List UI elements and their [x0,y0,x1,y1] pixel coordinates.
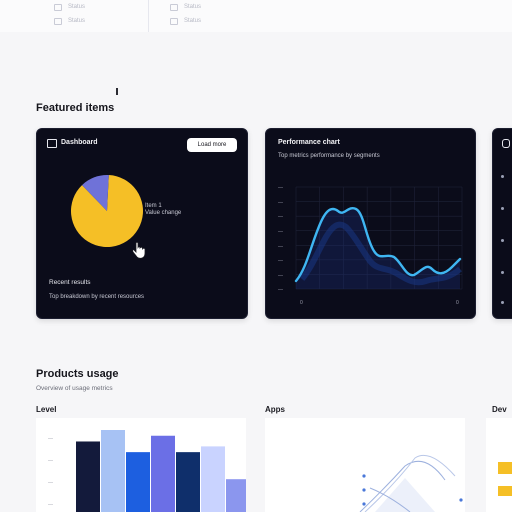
dashboard-card: Dashboard Load more Item 1 Value change … [36,128,248,319]
bar [151,435,175,512]
top-item-label: Status [184,18,202,24]
dot [501,175,504,178]
bar [226,479,246,512]
bar [176,452,200,512]
y-tick-label: — [278,214,283,220]
pie-chart [71,175,143,247]
dev-bar [498,462,512,474]
column-label: Apps [265,405,285,414]
bar [101,430,125,512]
column-label: Level [36,405,57,414]
y-tick-label: — [48,436,53,442]
info-icon [502,139,510,148]
line-chart: — — — — — — — — 0 0 [278,185,463,306]
top-list-item[interactable]: Status [170,0,201,14]
marker [116,88,118,95]
dot [501,271,504,274]
y-tick-label: — [278,229,283,235]
footer-subtitle: Top breakdown by recent resources [49,294,145,300]
dot [501,239,504,242]
top-list-item[interactable]: Status [170,14,201,28]
y-tick-label: — [278,258,283,264]
bar [126,452,150,512]
y-tick-label: — [48,502,53,508]
dot [501,301,504,304]
checkbox-icon [170,3,178,11]
hand-cursor-icon [132,241,146,259]
legend-line: Item 1 [145,203,162,209]
section-title-products: Products usage [36,368,119,380]
card-subtitle: Top metrics performance by segments [278,153,380,159]
checkbox-icon [54,17,62,25]
top-list-item[interactable]: Status [54,0,85,14]
section-subtitle: Overview of usage metrics [36,385,113,392]
y-tick-label: — [278,243,283,249]
dot [501,207,504,210]
top-list-left: Status Status [54,0,85,32]
top-list-right: Status Status [170,0,201,32]
bar-chart: — — — — [48,430,246,512]
card-title: Dashboard [61,139,98,146]
top-strip [0,0,512,32]
window-icon [47,139,57,148]
top-item-label: Status [68,18,86,24]
third-card [492,128,512,319]
top-list-item[interactable]: Status [54,14,85,28]
y-tick-label: — [48,458,53,464]
bar-panel: — — — — [36,418,246,512]
x-tick-label: 0 [300,300,303,306]
pie-slice [71,175,143,247]
legend-line: Value change [145,210,182,216]
pie-slice [82,175,109,211]
top-item-label: Status [68,4,86,10]
apps-chart [359,454,463,512]
dev-panel [486,418,512,512]
y-tick-label: — [278,185,283,191]
section-title-featured: Featured items [36,102,115,114]
checkbox-icon [170,17,178,25]
apps-panel [265,418,465,512]
y-tick-label: — [278,287,283,293]
divider [148,0,149,32]
top-item-label: Status [184,4,202,10]
card-title: Performance chart [278,139,340,146]
checkbox-icon [54,3,62,11]
column-label: Dev [492,405,507,414]
performance-card: Performance chart Top metrics performanc… [265,128,476,319]
load-more-button[interactable]: Load more [187,138,237,152]
x-tick-label: 0 [456,300,459,306]
y-tick-label: — [278,200,283,206]
dev-bar [498,486,512,496]
footer-title: Recent results [49,279,91,286]
bar [76,441,100,512]
bar [201,446,225,512]
y-tick-label: — [48,480,53,486]
y-tick-label: — [278,272,283,278]
